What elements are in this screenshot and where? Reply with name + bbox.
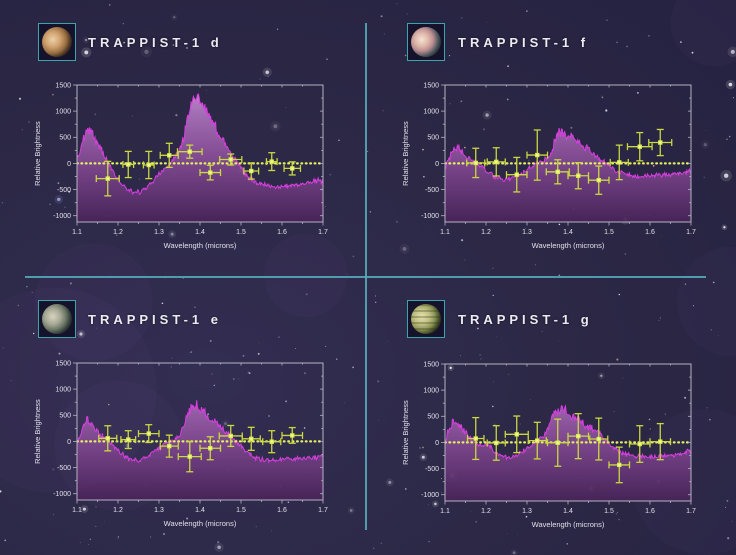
svg-text:1.1: 1.1 <box>440 229 450 236</box>
svg-text:Wavelength (microns): Wavelength (microns) <box>532 241 605 250</box>
svg-text:1.2: 1.2 <box>481 229 491 236</box>
planet-icon-trappist-1-g <box>407 300 445 338</box>
chart-trappist-1-e: -1000 -500 0 500 1000 1500 1.1 1.2 1.3 1.4 1.5 1.6 1… <box>33 360 328 528</box>
svg-text:-1000: -1000 <box>53 491 71 498</box>
svg-text:1.4: 1.4 <box>195 229 205 236</box>
divider-horizontal <box>25 276 706 278</box>
svg-text:Relative Brightness: Relative Brightness <box>33 399 42 464</box>
svg-text:1.3: 1.3 <box>522 508 532 515</box>
svg-text:1.1: 1.1 <box>440 508 450 515</box>
planet-icon-trappist-1-f <box>407 23 445 61</box>
planet-icon-trappist-1-e <box>38 300 76 338</box>
svg-text:1000: 1000 <box>423 388 439 395</box>
svg-text:500: 500 <box>59 135 71 142</box>
svg-text:1.4: 1.4 <box>195 507 205 514</box>
svg-text:1.3: 1.3 <box>154 507 164 514</box>
svg-text:1.4: 1.4 <box>563 508 573 515</box>
svg-text:-1000: -1000 <box>421 213 439 220</box>
svg-text:1500: 1500 <box>55 82 71 89</box>
svg-text:1.7: 1.7 <box>318 229 328 236</box>
svg-text:1.7: 1.7 <box>686 229 696 236</box>
svg-text:Wavelength (microns): Wavelength (microns) <box>164 241 237 250</box>
chart-trappist-1-d: -1000 -500 0 500 1000 1500 1.1 1.2 1.3 1.4 1.5 1.6 1… <box>33 82 328 250</box>
svg-text:1.3: 1.3 <box>154 229 164 236</box>
svg-text:1.3: 1.3 <box>522 229 532 236</box>
svg-text:-500: -500 <box>425 187 439 194</box>
svg-text:-1000: -1000 <box>421 492 439 499</box>
svg-text:0: 0 <box>67 161 71 168</box>
svg-text:1000: 1000 <box>55 109 71 116</box>
svg-text:1.4: 1.4 <box>563 229 573 236</box>
svg-text:1.5: 1.5 <box>236 229 246 236</box>
svg-text:Relative Brightness: Relative Brightness <box>33 121 42 186</box>
svg-text:Wavelength (microns): Wavelength (microns) <box>532 520 605 529</box>
svg-text:Relative Brightness: Relative Brightness <box>401 400 410 465</box>
planet-d-globe <box>42 27 72 57</box>
svg-text:1.5: 1.5 <box>604 508 614 515</box>
planet-icon-trappist-1-d <box>38 23 76 61</box>
svg-text:1.6: 1.6 <box>645 229 655 236</box>
svg-text:1.5: 1.5 <box>604 229 614 236</box>
svg-text:1.7: 1.7 <box>318 507 328 514</box>
svg-text:1.1: 1.1 <box>72 507 82 514</box>
svg-text:Wavelength (microns): Wavelength (microns) <box>164 519 237 528</box>
chart-trappist-1-f: -1000 -500 0 500 1000 1500 1.1 1.2 1.3 1.4 1.5 1.6 1… <box>401 82 696 250</box>
svg-text:1000: 1000 <box>55 387 71 394</box>
panel-title-trappist-1-e: TRAPPIST-1 e <box>88 312 222 327</box>
svg-text:0: 0 <box>435 440 439 447</box>
svg-text:1500: 1500 <box>55 360 71 367</box>
svg-text:-500: -500 <box>57 187 71 194</box>
svg-text:Relative Brightness: Relative Brightness <box>401 121 410 186</box>
svg-text:1.2: 1.2 <box>113 229 123 236</box>
svg-text:0: 0 <box>67 439 71 446</box>
svg-text:1.6: 1.6 <box>645 508 655 515</box>
panel-title-trappist-1-g: TRAPPIST-1 g <box>458 312 593 327</box>
svg-text:500: 500 <box>427 414 439 421</box>
svg-text:1.5: 1.5 <box>236 507 246 514</box>
svg-text:1.6: 1.6 <box>277 507 287 514</box>
panel-title-trappist-1-f: TRAPPIST-1 f <box>458 35 590 50</box>
svg-text:1500: 1500 <box>423 82 439 89</box>
svg-text:-500: -500 <box>57 465 71 472</box>
chart-trappist-1-g: -1000 -500 0 500 1000 1500 1.1 1.2 1.3 1.4 1.5 1.6 1… <box>401 361 696 529</box>
svg-text:500: 500 <box>427 135 439 142</box>
panel-title-trappist-1-d: TRAPPIST-1 d <box>88 35 223 50</box>
svg-text:1.1: 1.1 <box>72 229 82 236</box>
svg-text:500: 500 <box>59 413 71 420</box>
svg-text:1.7: 1.7 <box>686 508 696 515</box>
svg-text:1.2: 1.2 <box>481 508 491 515</box>
svg-text:1.2: 1.2 <box>113 507 123 514</box>
planet-e-globe <box>42 304 72 334</box>
planet-g-globe <box>411 304 441 334</box>
svg-text:1000: 1000 <box>423 109 439 116</box>
svg-text:1500: 1500 <box>423 361 439 368</box>
svg-text:-1000: -1000 <box>53 213 71 220</box>
planet-f-globe <box>411 27 441 57</box>
svg-text:-500: -500 <box>425 466 439 473</box>
svg-text:0: 0 <box>435 161 439 168</box>
svg-text:1.6: 1.6 <box>277 229 287 236</box>
